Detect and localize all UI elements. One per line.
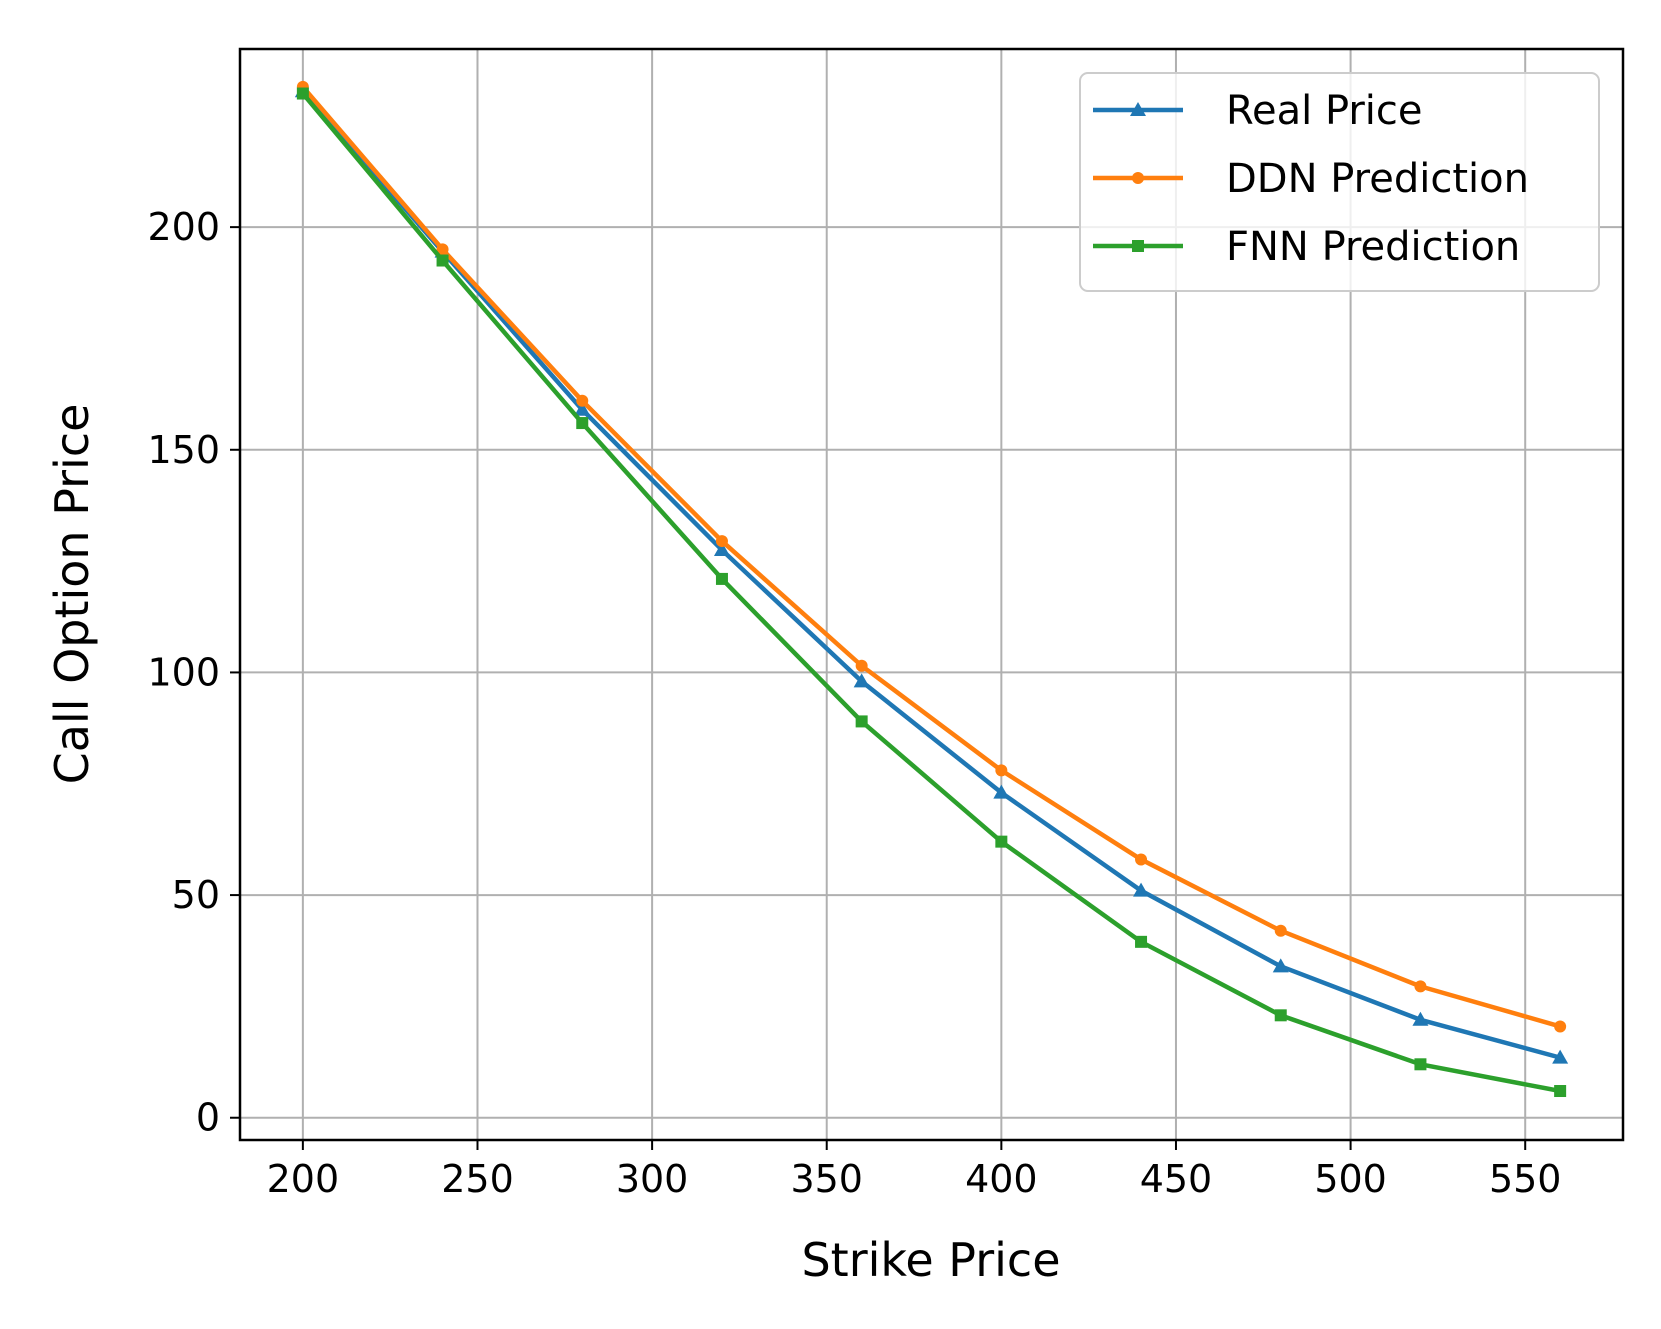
legend-marker: [1130, 102, 1146, 116]
legend-label: FNN Prediction: [1226, 224, 1520, 270]
y-axis-label: Call Option Price: [45, 404, 99, 785]
legend-box: [1079, 72, 1600, 292]
y-tick-label: 100: [147, 650, 220, 694]
y-tick-label: 50: [172, 873, 220, 917]
data-point: [1552, 1049, 1569, 1064]
x-tick-label: 500: [1314, 1157, 1387, 1201]
series-ddn-prediction: [296, 80, 1567, 1033]
legend-marker: [1132, 240, 1144, 252]
series-line: [301, 92, 1561, 1094]
data-point: [436, 254, 449, 267]
legend-label: DDN Prediction: [1226, 156, 1529, 202]
data-point: [1554, 1020, 1567, 1033]
data-point: [995, 764, 1008, 777]
data-point: [713, 541, 730, 556]
data-point: [715, 572, 728, 585]
y-tick-label: 200: [147, 205, 220, 249]
data-point: [1274, 1009, 1287, 1022]
data-point: [574, 401, 591, 416]
series-line: [301, 85, 1561, 1029]
data-point: [995, 835, 1008, 848]
series-fnn-prediction: [296, 87, 1567, 1098]
data-point: [1133, 882, 1150, 897]
data-point: [1554, 1085, 1567, 1098]
data-point: [1135, 853, 1148, 866]
data-point: [715, 535, 728, 548]
data-point: [436, 243, 449, 256]
y-tick-label: 150: [147, 428, 220, 472]
y-tick-label: 0: [196, 1096, 220, 1140]
x-tick-label: 400: [965, 1157, 1038, 1201]
x-tick-label: 550: [1489, 1157, 1562, 1201]
data-point: [1412, 1011, 1429, 1026]
legend-marker: [1132, 172, 1144, 184]
data-point: [853, 673, 870, 688]
data-point: [855, 659, 868, 672]
data-point: [576, 394, 589, 407]
x-tick-label: 450: [1140, 1157, 1213, 1201]
legend-entry: FNN Prediction: [1093, 224, 1520, 270]
data-point: [1135, 935, 1148, 948]
data-point: [855, 715, 868, 728]
legend-entry: DDN Prediction: [1093, 156, 1529, 202]
plot-frame: [238, 47, 1625, 1142]
legend-entry: Real Price: [1093, 88, 1423, 134]
data-point: [1272, 958, 1289, 973]
axis-ticks: 200 250 300 350 400 450 500 550 0 50 100 150 200: [147, 205, 1561, 1201]
data-point: [1414, 980, 1427, 993]
legend-label: Real Price: [1226, 88, 1423, 134]
x-tick-label: 350: [790, 1157, 863, 1201]
data-point: [1274, 924, 1287, 937]
x-tick-label: 250: [441, 1157, 514, 1201]
series-line: [301, 89, 1561, 1060]
data-point: [576, 417, 589, 430]
legend: Real Price DDN Prediction FNN Prediction: [1079, 72, 1600, 292]
data-point: [993, 784, 1010, 799]
data-point: [296, 87, 309, 100]
x-tick-label: 300: [616, 1157, 689, 1201]
x-tick-label: 200: [267, 1157, 340, 1201]
data-point: [1414, 1058, 1427, 1071]
series-group: [294, 80, 1569, 1098]
x-axis-label: Strike Price: [801, 1233, 1060, 1287]
